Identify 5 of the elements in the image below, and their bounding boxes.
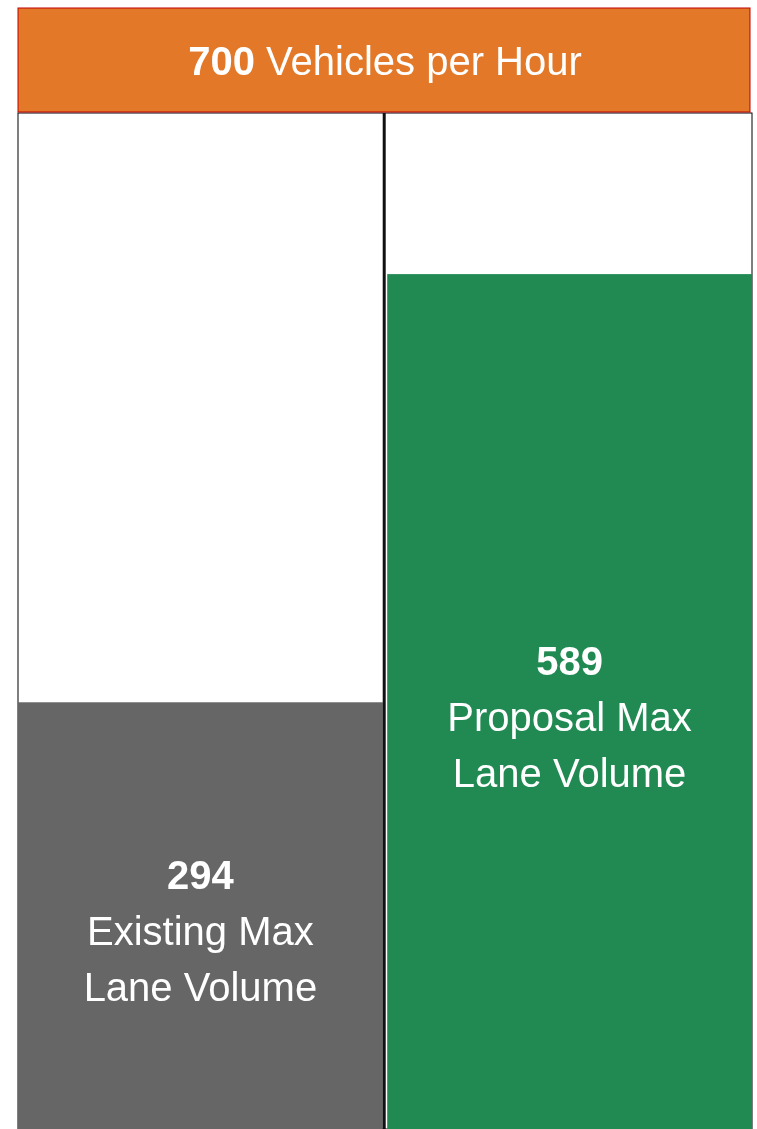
data-label: 589	[536, 638, 603, 683]
chart-title: 700 Vehicles per Hour	[188, 39, 582, 83]
data-label: 294	[167, 852, 235, 897]
x-tick-label: Existing Max Lane Volume	[83, 908, 318, 1009]
x-tick-label: Proposal Max Lane Volume	[447, 694, 692, 795]
